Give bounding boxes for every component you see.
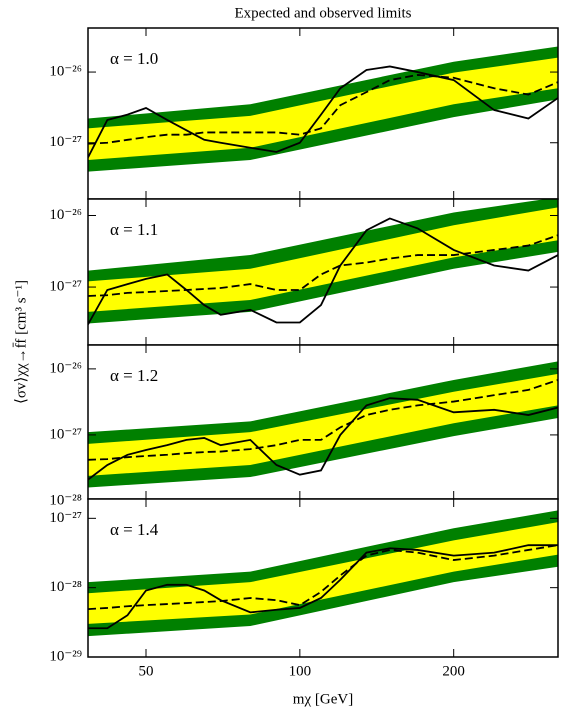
y-tick-label: 10⁻²⁷ (49, 278, 82, 294)
data-line (88, 74, 558, 145)
y-tick-label: 10⁻²⁷ (49, 134, 82, 150)
x-tick-label: 100 (289, 663, 312, 679)
y-tick-label: 10⁻²⁷ (49, 510, 82, 526)
data-line (88, 379, 558, 461)
annotation: α = 1.2 (110, 366, 158, 385)
band (88, 522, 558, 624)
annotation: α = 1.4 (110, 520, 159, 539)
x-axis-label: mχ [GeV] (293, 691, 353, 707)
y-tick-label: 10⁻²⁶ (49, 207, 82, 223)
data-line (88, 544, 558, 630)
x-tick-label: 50 (139, 663, 154, 679)
y-axis-label: ⟨σv⟩χχ→f̄f [cm³ s⁻¹] (13, 280, 30, 404)
data-line (88, 217, 558, 325)
data-line (88, 397, 558, 481)
y-tick-label: 10⁻²⁸ (49, 492, 82, 508)
annotation: α = 1.1 (110, 220, 158, 239)
data-line (88, 544, 558, 611)
y-tick-label: 10⁻²⁶ (49, 63, 82, 79)
data-line (88, 65, 558, 158)
annotation: α = 1.0 (110, 49, 158, 68)
chart-title: Expected and observed limits (234, 5, 411, 21)
y-tick-label: 10⁻²⁶ (49, 360, 82, 376)
band (88, 57, 558, 160)
plot-frame (87, 498, 559, 658)
data-line (88, 234, 558, 297)
y-tick-label: 10⁻²⁸ (49, 579, 82, 595)
x-tick-label: 200 (442, 663, 465, 679)
band (88, 207, 558, 312)
y-tick-label: 10⁻²⁹ (49, 648, 82, 664)
band (88, 373, 558, 476)
y-tick-label: 10⁻²⁷ (49, 426, 82, 442)
